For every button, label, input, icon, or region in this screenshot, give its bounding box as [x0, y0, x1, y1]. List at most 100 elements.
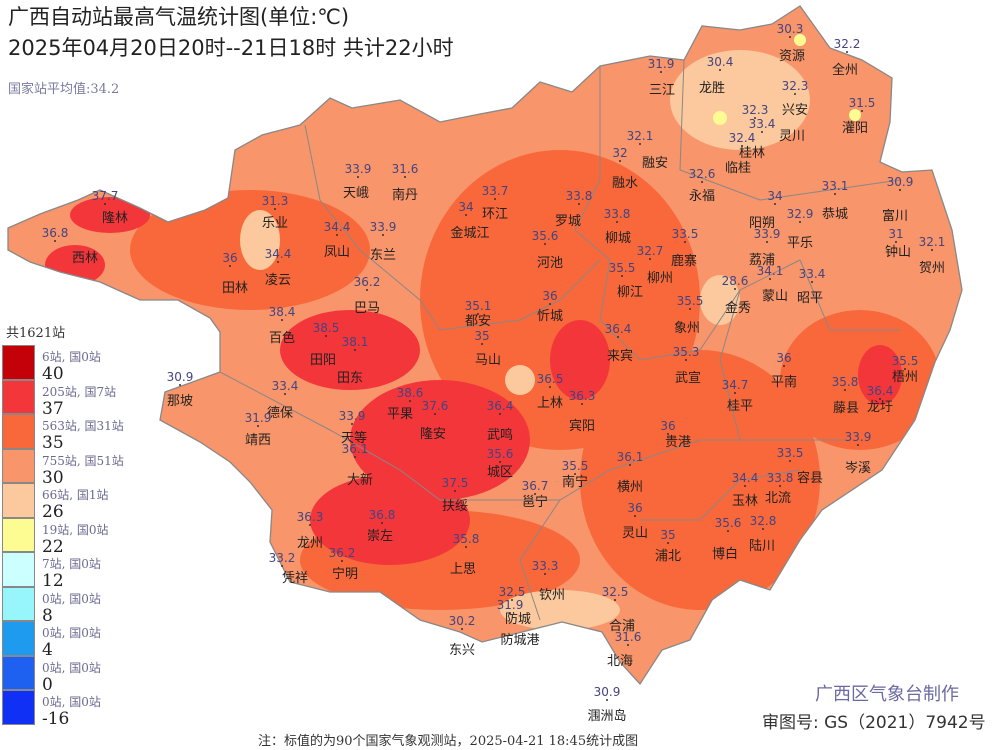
station-name: 柳城	[605, 231, 631, 246]
station-value: 33.8	[566, 189, 593, 203]
station-name: 武鸣	[487, 427, 513, 443]
station-name: 河池	[537, 256, 563, 271]
station-value: 34	[458, 200, 473, 214]
station-value: 31.9	[648, 57, 675, 71]
station-value: 30.4	[707, 55, 734, 69]
station-value: 33.3	[532, 559, 559, 573]
station-name: 东兴	[449, 643, 475, 658]
station: 35.6 河池	[532, 229, 563, 271]
station-dot	[54, 240, 56, 242]
legend-bin: 0站, 国0站 4	[2, 621, 101, 660]
station-name: 田阳	[310, 353, 336, 368]
station-value: 35	[660, 528, 675, 542]
station: 35 马山	[474, 329, 501, 368]
station-dot	[741, 145, 743, 147]
station-name: 蒙山	[762, 289, 788, 304]
station: 36.1 横州	[617, 450, 644, 495]
station-name: 防城	[505, 611, 531, 627]
station-dot	[734, 392, 736, 394]
station-value: 36.3	[569, 389, 596, 403]
station-dot	[325, 335, 327, 337]
station: 37.6 隆安	[420, 399, 448, 442]
station-dot	[477, 313, 479, 315]
station-dot	[689, 308, 691, 310]
station-value: 33.9	[370, 220, 397, 234]
station-value: 33.5	[777, 446, 804, 460]
station-dot	[701, 181, 703, 183]
station-value: 32.3	[782, 79, 809, 93]
station-value: 35.5	[609, 261, 636, 275]
station: 32.9 平乐	[787, 207, 814, 251]
legend-bin: 7站, 国0站 12	[2, 552, 101, 591]
station-dot	[309, 524, 311, 526]
station-dot	[284, 393, 286, 395]
station-value: 32.4	[729, 131, 756, 145]
station: 31.9 靖西	[245, 411, 272, 448]
station-name: 马山	[475, 353, 501, 368]
station-dot	[789, 36, 791, 38]
station-dot	[744, 485, 746, 487]
legend: 共1621站 6站, 国0站 40 205站, 国7站 37 563站, 国31…	[2, 322, 124, 729]
station-value: 36.4	[867, 384, 894, 398]
station-name: 鹿寨	[671, 253, 697, 269]
legend-swatch	[2, 448, 35, 483]
station-dot	[667, 433, 669, 435]
station-value: 32.3	[742, 103, 769, 117]
station-value: 34.1	[757, 264, 784, 278]
station-dot	[257, 425, 259, 427]
station-name: 百色	[269, 330, 295, 346]
station-name: 三江	[649, 83, 675, 98]
station-value: 35.6	[532, 229, 559, 243]
station-name: 宁明	[332, 566, 358, 582]
station-value: 32	[612, 146, 627, 160]
station-dot	[660, 71, 662, 73]
producer-label: 广西区气象台制作	[815, 684, 959, 705]
station-dot	[534, 493, 536, 495]
station-dot	[404, 176, 406, 178]
station: 34.1 蒙山	[757, 264, 788, 304]
station-dot	[104, 203, 106, 205]
station-name: 天峨	[343, 186, 369, 201]
station-value: 33.1	[822, 179, 849, 193]
station-dot	[509, 612, 511, 614]
station-dot	[857, 444, 859, 446]
station-name: 来宾	[607, 348, 633, 364]
station-name: 全州	[832, 62, 858, 78]
station-value: 35	[474, 329, 489, 343]
station-name: 南宁	[562, 474, 588, 490]
station-name: 环江	[482, 207, 508, 222]
station-dot	[649, 258, 651, 260]
station: 38.6 平果	[387, 386, 423, 422]
station-name: 那坡	[167, 394, 193, 409]
station-value: 32.1	[627, 129, 654, 143]
station: 38.5 田阳	[310, 321, 339, 368]
station: 31.5 灌阳	[842, 96, 875, 136]
station-name: 梧州	[892, 370, 918, 385]
station-value: 38.4	[269, 305, 296, 319]
legend-bin: 205站, 国7站 37	[2, 379, 116, 418]
station-value: 33.9	[754, 227, 781, 241]
station: 33.5 鹿寨	[671, 227, 698, 269]
legend-swatch	[2, 552, 35, 587]
station-dot	[511, 599, 513, 601]
legend-swatch	[2, 345, 35, 380]
station-value: 33.7	[482, 184, 509, 198]
station-value: 33.9	[845, 430, 872, 444]
station: 36.2 宁明	[329, 546, 358, 582]
station-value: 33.4	[799, 267, 826, 281]
station: 33.1 恭城	[822, 179, 849, 222]
station-value: 30.9	[594, 685, 621, 699]
station-name: 德保	[267, 406, 293, 421]
station-value: 31.5	[849, 96, 876, 110]
station-dot	[754, 117, 756, 119]
station-dot	[277, 261, 279, 263]
station: 36.1 大新	[342, 442, 373, 488]
legend-count: 6站, 国0站	[42, 350, 101, 364]
legend-swatch	[2, 690, 35, 725]
station: 30.3 资源	[777, 22, 805, 64]
station-dot	[179, 384, 181, 386]
legend-swatch	[2, 621, 35, 656]
station-name: 永福	[689, 189, 715, 204]
station-value: 34	[767, 189, 782, 203]
